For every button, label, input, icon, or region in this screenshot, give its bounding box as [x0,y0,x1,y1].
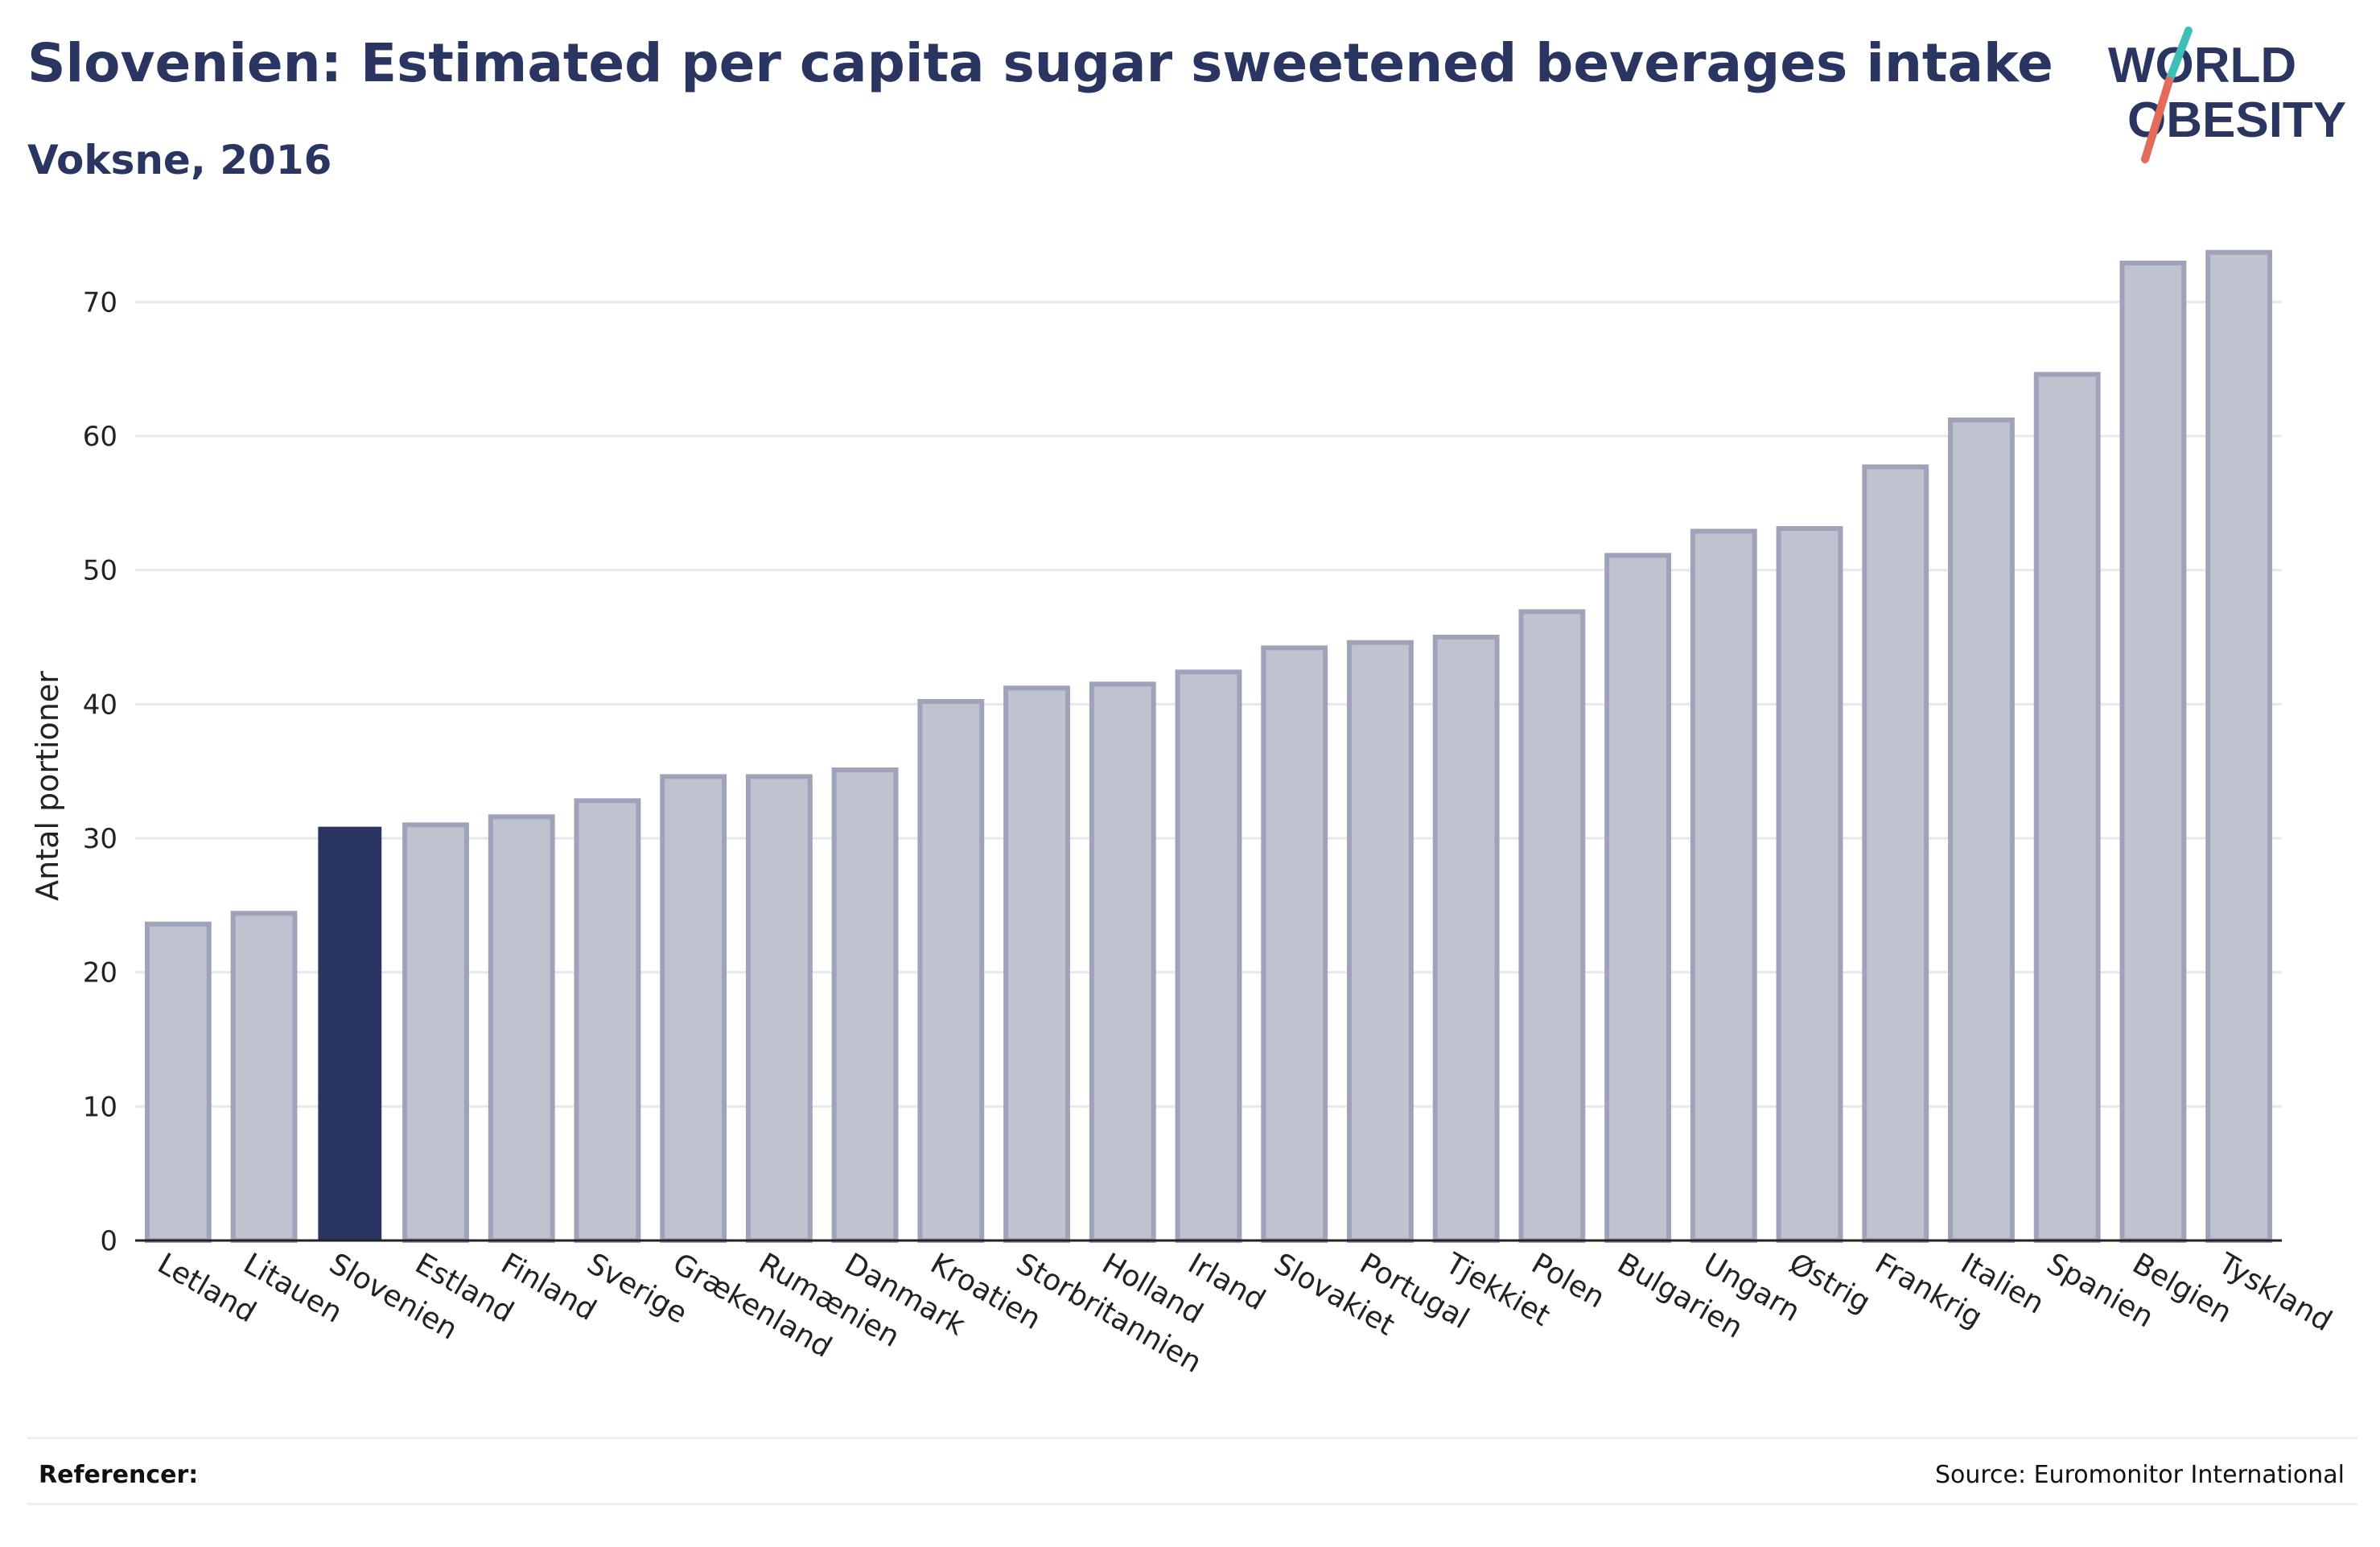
bar-3 [402,822,469,1244]
bar-8 [831,767,899,1243]
bar-22 [2033,372,2101,1243]
y-tick-label: 40 [83,689,117,721]
bar-7 [745,774,813,1243]
y-tick-label: 50 [83,555,117,587]
bar-21 [1948,418,2015,1243]
y-axis-title: Antal portioner [30,671,65,901]
y-tick-label: 70 [83,286,117,319]
x-tick-label: Tyskland [2212,1247,2337,1339]
y-tick-label: 10 [83,1091,117,1123]
bar-1 [230,911,298,1244]
bar-10 [1003,685,1070,1243]
references-label: Referencer: [39,1461,199,1489]
bar-18 [1690,529,1757,1243]
bar-12 [1175,669,1242,1243]
bar-11 [1089,681,1156,1243]
bar-17 [1604,553,1672,1243]
bar-9 [917,699,985,1243]
bar-6 [660,774,727,1243]
bar-23 [2119,261,2187,1243]
bar-15 [1432,635,1500,1243]
bar-24 [2205,249,2273,1244]
bar-16 [1518,609,1586,1243]
x-tick-label: Litauen [238,1247,348,1330]
bar-13 [1261,645,1328,1243]
y-tick-label: 0 [100,1225,117,1257]
bar-20 [1862,464,1929,1243]
bar-4 [488,814,555,1243]
footer-divider-top [27,1437,2357,1439]
logo-text-world: WORLD [2108,38,2296,93]
x-tick-label: Letland [152,1247,261,1329]
bar-5 [574,798,641,1243]
bar-2 [318,826,382,1241]
logo-slash-teal [2165,27,2193,84]
chart-title: Slovenien: Estimated per capita sugar sw… [27,32,2053,94]
y-tick-label: 30 [83,823,117,855]
bar-chart: 0 10 20 30 40 50 60 70 Antal portioner LetlandLit… [30,249,2337,1380]
y-tick-label: 20 [83,957,117,990]
footer-divider-bottom [27,1503,2357,1505]
x-tick-label: Finland [496,1247,602,1327]
chart-subtitle: Voksne, 2016 [27,137,332,183]
bar-19 [1776,526,1843,1243]
bar-14 [1347,640,1414,1243]
y-tick-label: 60 [83,421,117,453]
bar-0 [144,921,212,1243]
logo-slash-red [2141,76,2173,163]
source-note: Source: Euromonitor International [1934,1461,2345,1489]
world-obesity-logo: WORLD OBESITY [2108,27,2346,163]
